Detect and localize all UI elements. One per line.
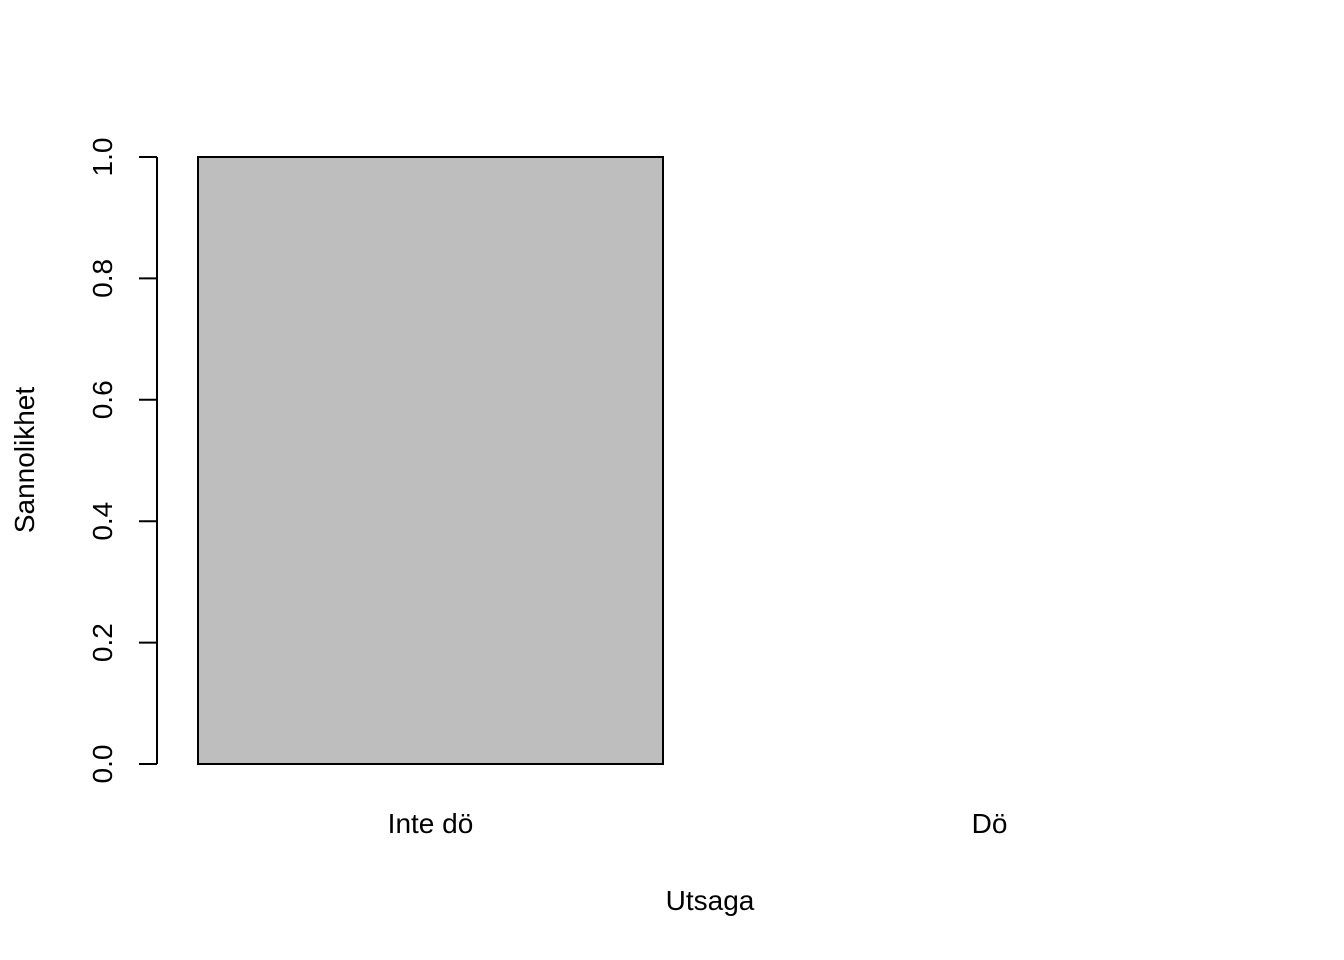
bar-0	[197, 156, 664, 765]
y-axis: 0.0 0.2 0.4 0.6 0.8 1.0	[87, 138, 158, 784]
y-tick-label: 0.0	[87, 745, 118, 784]
x-axis-tick-labels: Inte dö Dö	[388, 808, 1008, 839]
y-axis-title: Sannolikhet	[9, 387, 40, 534]
x-axis-title: Utsaga	[666, 885, 755, 916]
y-tick-label: 1.0	[87, 138, 118, 177]
x-tick-label: Inte dö	[388, 808, 474, 839]
y-tick-label: 0.2	[87, 623, 118, 662]
y-tick-label: 0.4	[87, 502, 118, 541]
y-tick-label: 0.8	[87, 259, 118, 298]
y-tick-label: 0.6	[87, 380, 118, 419]
bars-layer	[197, 156, 664, 765]
x-tick-label: Dö	[972, 808, 1008, 839]
